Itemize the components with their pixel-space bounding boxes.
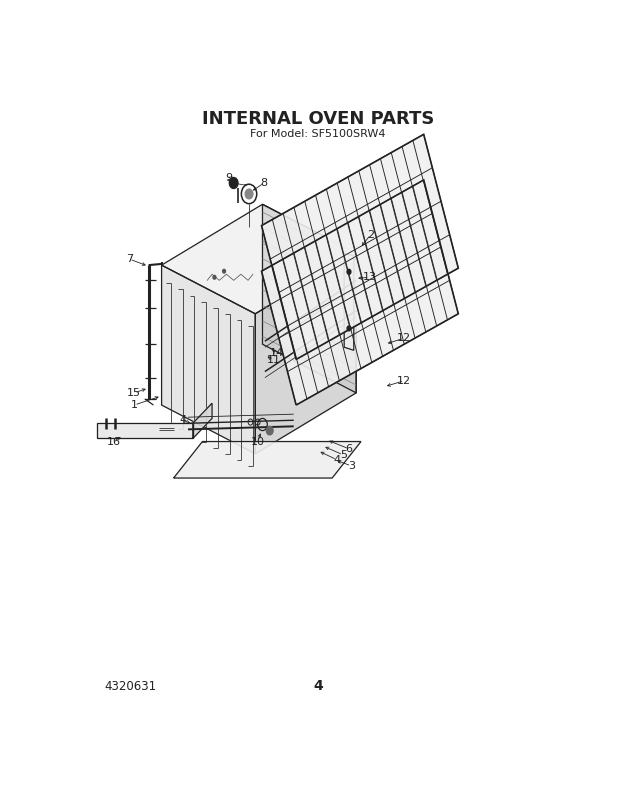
- Text: 6: 6: [345, 444, 353, 453]
- Text: 8: 8: [260, 178, 267, 188]
- Polygon shape: [344, 253, 354, 350]
- Circle shape: [245, 189, 253, 199]
- Text: 4: 4: [334, 455, 340, 465]
- Circle shape: [213, 276, 216, 279]
- Text: 12: 12: [397, 333, 411, 343]
- Circle shape: [347, 269, 351, 274]
- Text: 11: 11: [267, 355, 280, 365]
- Text: 4: 4: [180, 416, 187, 425]
- Text: 7: 7: [126, 254, 133, 264]
- Text: 12: 12: [397, 376, 411, 386]
- Circle shape: [223, 269, 226, 273]
- Polygon shape: [262, 180, 458, 405]
- Polygon shape: [162, 265, 255, 453]
- Circle shape: [347, 326, 351, 331]
- Text: 9: 9: [225, 173, 232, 183]
- Polygon shape: [193, 403, 212, 438]
- Text: 5: 5: [340, 450, 347, 460]
- Polygon shape: [97, 423, 193, 438]
- Circle shape: [229, 178, 238, 189]
- Polygon shape: [174, 442, 361, 478]
- Polygon shape: [262, 134, 458, 359]
- Polygon shape: [262, 205, 356, 393]
- Text: 14: 14: [270, 348, 284, 359]
- Text: 2: 2: [367, 230, 374, 239]
- Text: For Model: SF5100SRW4: For Model: SF5100SRW4: [250, 130, 386, 139]
- Text: INTERNAL OVEN PARTS: INTERNAL OVEN PARTS: [202, 110, 434, 128]
- Text: 4320631: 4320631: [104, 679, 156, 693]
- Polygon shape: [255, 253, 356, 453]
- Text: 16: 16: [107, 437, 120, 446]
- Polygon shape: [162, 205, 356, 314]
- Text: 1: 1: [131, 400, 138, 410]
- Text: 15: 15: [127, 388, 141, 398]
- Text: 10: 10: [250, 437, 265, 446]
- Text: 3: 3: [348, 461, 355, 471]
- Circle shape: [267, 427, 273, 435]
- Text: 4: 4: [313, 679, 322, 693]
- Text: 13: 13: [363, 273, 376, 282]
